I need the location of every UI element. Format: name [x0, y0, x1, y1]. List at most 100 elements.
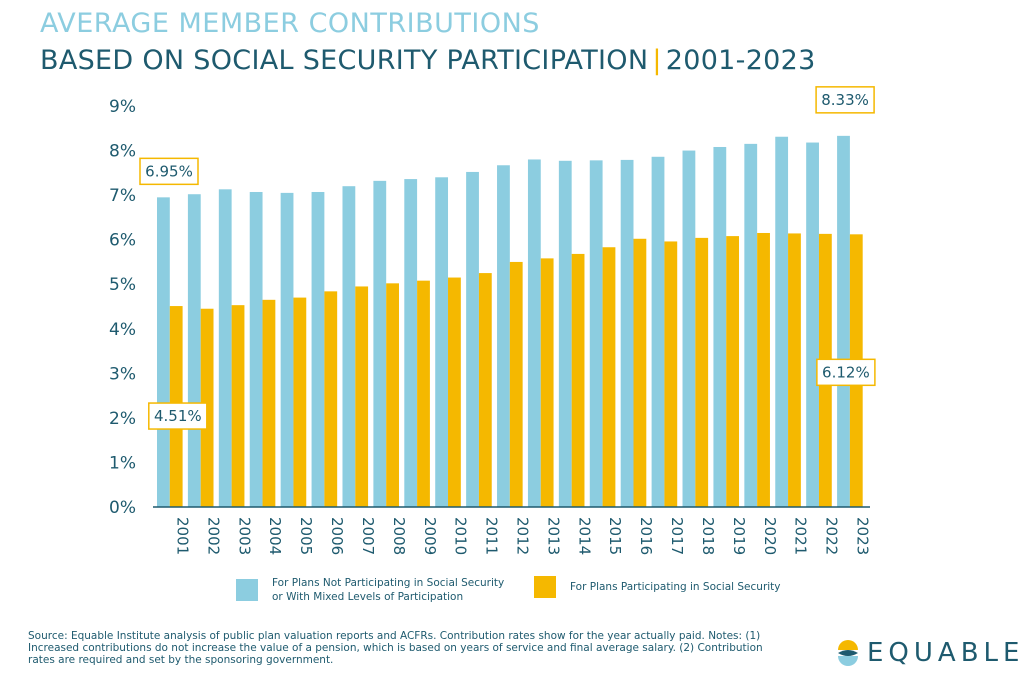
bar-participating	[540, 258, 554, 507]
y-tick-label: 6%	[109, 231, 136, 251]
data-label: 6.95%	[145, 162, 193, 180]
bar-participating	[262, 299, 276, 507]
bar-not-participating	[558, 160, 572, 508]
bar-not-participating	[589, 160, 603, 508]
bar-not-participating	[249, 191, 263, 508]
y-tick-label: 2%	[109, 409, 136, 429]
x-tick-label: 2013	[544, 517, 562, 555]
x-tick-label: 2012	[514, 517, 532, 555]
bar-not-participating	[651, 156, 665, 508]
x-tick-label: 2001	[173, 517, 191, 555]
x-tick-label: 2023	[854, 517, 872, 555]
subtitle-main: BASED ON SOCIAL SECURITY PARTICIPATION	[40, 45, 649, 76]
x-tick-label: 2003	[235, 517, 253, 555]
legend-label-line1: For Plans Not Participating in Social Se…	[272, 577, 505, 589]
x-tick-label: 2016	[637, 517, 655, 555]
legend-label-line2: or With Mixed Levels of Participation	[272, 591, 464, 603]
bar-participating	[324, 291, 338, 507]
chart-title: AVERAGE MEMBER CONTRIBUTIONS	[40, 8, 540, 39]
y-tick-label: 1%	[109, 453, 136, 473]
data-label: 4.51%	[154, 407, 202, 425]
bar-participating	[478, 273, 492, 507]
bar-not-participating	[744, 143, 758, 507]
bar-not-participating	[806, 142, 819, 508]
x-tick-label: 2010	[452, 517, 470, 555]
legend-swatch-blue	[236, 579, 258, 601]
bar-participating	[293, 297, 307, 507]
data-label-box	[816, 358, 876, 387]
y-tick-label: 9%	[109, 97, 136, 117]
source-note: Source: Equable Institute analysis of pu…	[28, 630, 763, 666]
data-label-box	[148, 402, 208, 430]
bar-participating	[355, 286, 369, 507]
bar-not-participating	[682, 150, 696, 507]
bar-participating	[664, 241, 678, 507]
bar-not-participating	[157, 197, 170, 507]
bar-participating	[386, 283, 399, 507]
x-tick-label: 2019	[730, 517, 748, 555]
data-label-box	[815, 86, 875, 114]
y-tick-label: 7%	[109, 186, 136, 206]
bar-not-participating	[527, 159, 541, 507]
x-tick-label: 2022	[823, 517, 841, 555]
subtitle-years: 2001-2023	[665, 45, 816, 76]
x-tick-label: 2009	[421, 517, 439, 555]
subtitle-separator: |	[652, 45, 662, 76]
x-tick-label: 2020	[761, 517, 779, 555]
data-label: 8.33%	[821, 91, 869, 109]
x-tick-label: 2008	[390, 517, 408, 555]
chart-subtitle: BASED ON SOCIAL SECURITY PARTICIPATION | 2…	[40, 45, 816, 76]
legend-item-not-participating: For Plans Not Participating in Social Se…	[236, 576, 504, 604]
bar-participating	[571, 253, 585, 507]
x-tick-label: 2005	[297, 517, 315, 555]
bar-participating	[417, 280, 430, 507]
x-tick-label: 2014	[575, 517, 593, 555]
bar-not-participating	[187, 194, 201, 507]
y-tick-label: 4%	[109, 320, 136, 340]
x-tick-label: 2007	[359, 517, 377, 555]
bar-not-participating	[404, 179, 418, 507]
bar-participating	[757, 232, 770, 508]
x-tick-label: 2006	[328, 517, 346, 555]
legend-label-not-participating: For Plans Not Participating in Social Se…	[272, 576, 504, 604]
bar-chart: 0% 1% 2% 3% 4% 5% 6% 7% 8% 9% 2001 2002 2003 2004 2005…	[109, 86, 876, 555]
y-tick-label: 8%	[109, 142, 136, 162]
bar-participating	[726, 236, 740, 507]
logo-wordmark: EQUABLE	[867, 638, 1024, 668]
legend-swatch-gold	[534, 576, 556, 598]
x-tick-label: 2002	[204, 517, 222, 555]
bar-not-participating	[342, 186, 356, 507]
bar-not-participating	[497, 165, 510, 507]
bar-participating	[448, 277, 461, 507]
bar-not-participating	[218, 189, 232, 507]
x-tick-label: 2017	[668, 517, 686, 555]
bar-participating	[602, 247, 616, 508]
y-tick-label: 3%	[109, 364, 136, 384]
bar-not-participating	[373, 180, 387, 507]
bar-not-participating	[837, 135, 850, 507]
bar-participating	[509, 261, 523, 507]
bar-not-participating	[435, 177, 449, 508]
data-label-box	[139, 157, 199, 186]
legend-label-participating: For Plans Participating in Social Securi…	[570, 581, 781, 593]
equable-logo: EQUABLE	[837, 636, 1024, 670]
bar-not-participating	[280, 192, 294, 507]
x-tick-label: 2018	[699, 517, 717, 555]
bar-participating	[695, 237, 709, 507]
y-tick-label: 5%	[109, 275, 136, 295]
bar-not-participating	[713, 146, 727, 508]
x-tick-label: 2015	[606, 517, 624, 555]
bar-participating	[231, 305, 245, 507]
bar-participating	[633, 238, 647, 507]
data-label: 6.12%	[822, 363, 870, 381]
bar-not-participating	[311, 191, 325, 508]
bar-participating	[788, 233, 801, 507]
x-tick-label: 2004	[266, 517, 284, 555]
x-tick-label: 2021	[792, 517, 810, 555]
legend-item-participating: For Plans Participating in Social Securi…	[534, 576, 781, 598]
equable-logo-icon	[838, 640, 858, 666]
y-tick-label: 0%	[109, 498, 136, 518]
bar-not-participating	[466, 171, 479, 507]
bar-not-participating	[775, 136, 789, 508]
x-tick-label: 2011	[483, 517, 501, 555]
